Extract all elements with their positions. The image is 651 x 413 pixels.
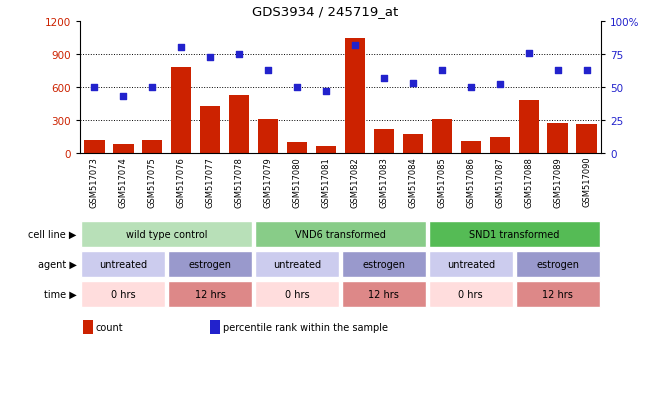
Point	[205, 54, 215, 61]
Bar	[342, 281, 426, 307]
Text: 12 hrs: 12 hrs	[195, 289, 226, 299]
Point	[553, 67, 563, 74]
Bar	[168, 252, 252, 277]
Bar	[210, 320, 221, 334]
Text: 12 hrs: 12 hrs	[542, 289, 573, 299]
Bar	[429, 281, 513, 307]
Text: 0 hrs: 0 hrs	[111, 289, 135, 299]
Bar	[432, 120, 452, 154]
Text: cell line ▶: cell line ▶	[29, 230, 77, 240]
Point	[437, 67, 447, 74]
Text: untreated: untreated	[273, 259, 321, 269]
Bar	[113, 145, 133, 154]
Point	[379, 75, 389, 82]
Bar	[316, 147, 336, 154]
Text: wild type control: wild type control	[126, 230, 208, 240]
Point	[465, 85, 476, 91]
Bar	[200, 107, 221, 154]
Text: untreated: untreated	[100, 259, 148, 269]
Text: count: count	[96, 322, 124, 332]
Text: percentile rank within the sample: percentile rank within the sample	[223, 322, 388, 332]
Point	[292, 85, 302, 91]
Bar	[490, 137, 510, 154]
Bar	[429, 222, 600, 247]
Text: time ▶: time ▶	[44, 289, 77, 299]
Bar	[345, 38, 365, 154]
Text: agent ▶: agent ▶	[38, 259, 77, 269]
Bar	[168, 281, 252, 307]
Point	[89, 85, 100, 91]
Bar	[374, 130, 394, 154]
Bar	[142, 140, 163, 154]
Text: 0 hrs: 0 hrs	[284, 289, 309, 299]
Point	[147, 85, 158, 91]
Point	[523, 50, 534, 57]
Text: SND1 transformed: SND1 transformed	[469, 230, 559, 240]
Bar	[255, 222, 426, 247]
Text: 12 hrs: 12 hrs	[368, 289, 399, 299]
Bar	[258, 120, 278, 154]
Bar	[255, 281, 339, 307]
Bar	[429, 252, 513, 277]
Bar	[81, 222, 252, 247]
Bar	[576, 125, 597, 154]
Bar	[83, 320, 93, 334]
Point	[581, 67, 592, 74]
Bar	[81, 281, 165, 307]
Point	[118, 94, 129, 100]
Text: estrogen: estrogen	[189, 259, 232, 269]
Bar	[516, 281, 600, 307]
Bar	[287, 142, 307, 154]
Point	[408, 81, 418, 87]
Bar	[518, 101, 539, 154]
Text: GDS3934 / 245719_at: GDS3934 / 245719_at	[253, 5, 398, 18]
Bar	[516, 252, 600, 277]
Point	[350, 43, 360, 49]
Bar	[461, 142, 481, 154]
Bar	[547, 124, 568, 154]
Text: VND6 transformed: VND6 transformed	[295, 230, 386, 240]
Point	[495, 82, 505, 88]
Point	[321, 88, 331, 95]
Text: estrogen: estrogen	[536, 259, 579, 269]
Bar	[255, 252, 339, 277]
Bar	[342, 252, 426, 277]
Point	[234, 52, 244, 58]
Bar	[81, 252, 165, 277]
Bar	[403, 135, 423, 154]
Point	[176, 45, 187, 52]
Text: estrogen: estrogen	[363, 259, 406, 269]
Bar	[229, 95, 249, 154]
Point	[263, 67, 273, 74]
Bar	[85, 140, 105, 154]
Text: untreated: untreated	[447, 259, 495, 269]
Text: 0 hrs: 0 hrs	[458, 289, 483, 299]
Bar	[171, 68, 191, 154]
